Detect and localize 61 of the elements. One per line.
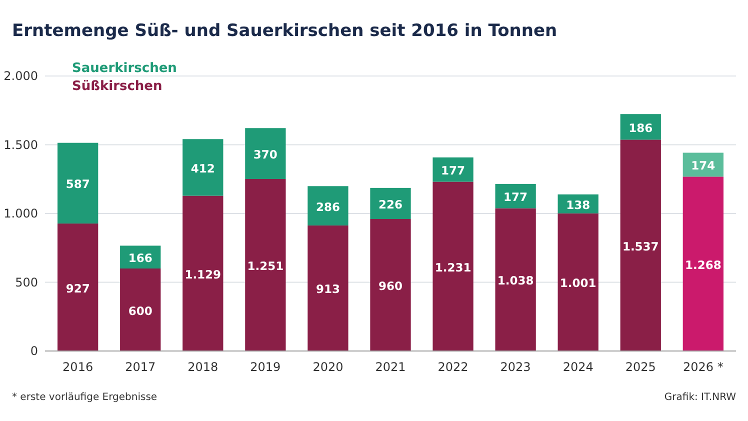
y-tick-label: 0: [30, 344, 38, 358]
data-label: 600: [128, 304, 152, 318]
bar: [620, 140, 661, 351]
data-label: 1.231: [434, 260, 472, 274]
data-label: 177: [441, 164, 466, 178]
data-label: 138: [566, 198, 590, 212]
text: Grafik: IT.NRW: [664, 392, 736, 403]
data-label: 1.038: [497, 274, 534, 288]
x-tick-label: 2026 *: [682, 360, 724, 374]
x-tick-label: 2021: [375, 360, 406, 374]
data-label: 1.001: [560, 276, 596, 290]
bar: [370, 188, 411, 219]
data-label: 1.537: [622, 239, 659, 254]
bar: [245, 178, 286, 351]
data-label: 370: [253, 148, 278, 162]
data-label: 960: [378, 279, 403, 293]
x-tick-label: 2023: [500, 360, 531, 374]
data-label: 412: [190, 161, 215, 176]
x-tick-label: 2022: [438, 360, 468, 374]
bar: [120, 268, 161, 351]
bar: [432, 182, 474, 351]
chart-title: Erntemenge Süß- und Sauerkirschen seit 2016 in Tonnen: [12, 21, 558, 41]
data-label: 1.268: [684, 258, 722, 272]
y-tick-label: 1.000: [4, 206, 38, 220]
bar: [58, 224, 98, 351]
y-tick-label: 2.000: [4, 69, 38, 83]
bar: [682, 176, 724, 351]
bar: [308, 225, 348, 351]
data-label: 226: [378, 197, 403, 212]
data-label: 186: [628, 120, 653, 135]
data-label: 1.251: [247, 258, 284, 273]
x-tick-label: 2019: [250, 360, 281, 374]
data-label: 166: [128, 251, 152, 266]
bar: [370, 219, 411, 351]
bar: [308, 186, 348, 226]
data-label: 913: [316, 282, 340, 296]
data-label: 1.129: [184, 267, 222, 282]
x-tick-label: 2025: [625, 360, 656, 374]
bar: [432, 157, 474, 182]
bar: [495, 208, 536, 351]
text: Süßkirschen: [72, 79, 162, 94]
data-label: 286: [316, 200, 340, 214]
y-tick-label: 500: [15, 275, 38, 290]
bar: [58, 142, 98, 224]
text: Sauerkirschen: [72, 61, 177, 76]
x-tick-label: 2017: [125, 360, 156, 374]
data-label: 174: [691, 158, 716, 173]
bar: [558, 213, 598, 351]
bar: [495, 184, 536, 208]
text: * erste vorläufige Ergebnisse: [12, 392, 158, 403]
bar: [182, 139, 224, 196]
data-label: 177: [504, 190, 528, 204]
bar: [182, 196, 224, 351]
x-tick-label: 2016: [62, 360, 94, 374]
x-tick-label: 2020: [312, 360, 344, 374]
data-label: 927: [66, 281, 90, 296]
x-tick-label: 2018: [188, 360, 218, 374]
bar: [245, 128, 286, 179]
data-label: 587: [66, 177, 90, 192]
x-tick-label: 2024: [562, 360, 594, 374]
y-tick-label: 1.500: [4, 138, 38, 152]
